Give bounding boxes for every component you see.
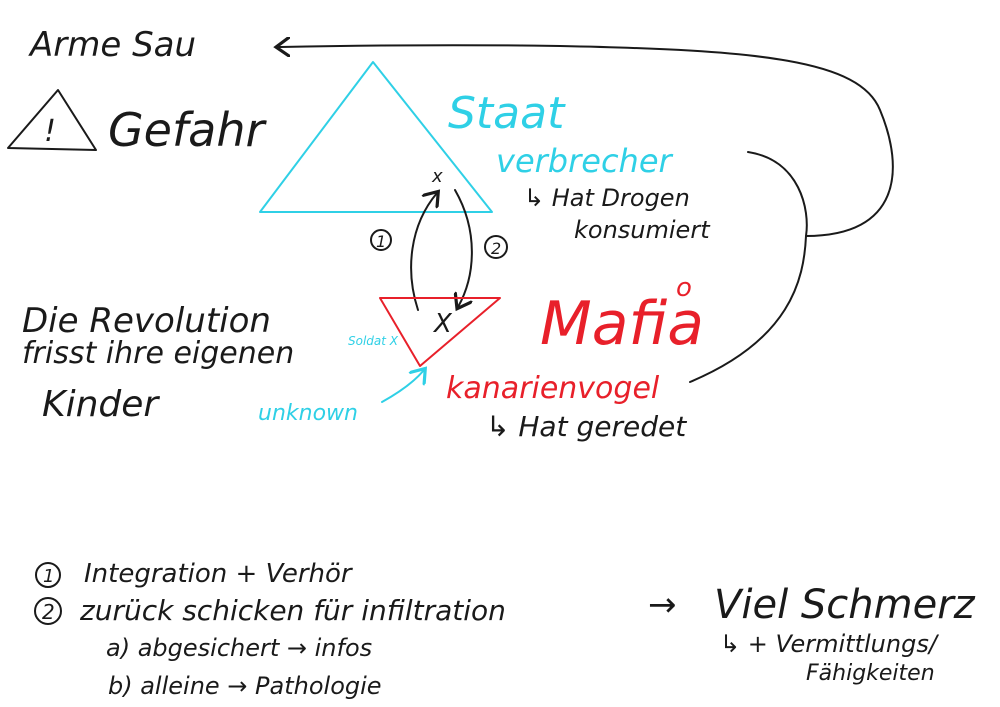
note-2-result-sub2: Fähigkeiten <box>806 661 935 686</box>
marker-2-number: 2 <box>491 239 501 258</box>
note-2-result-sub1: ↳ + Vermittlungs/ <box>720 630 940 658</box>
verbrecher-label: verbrecher <box>496 142 674 180</box>
note-2b: b) alleine → Pathologie <box>108 672 382 700</box>
mafia-triangle <box>379 297 501 367</box>
note-2-text: zurück schicken für infiltration <box>79 594 506 627</box>
revolution-line3: Kinder <box>42 384 160 425</box>
mafia-x-mark: X <box>432 309 453 339</box>
marker-1: 1 <box>370 229 392 251</box>
staat-triangle <box>259 61 493 213</box>
revolution-line1: Die Revolution <box>22 301 271 341</box>
soldat-label: Soldat X <box>348 334 399 348</box>
marker-2: 2 <box>484 235 508 259</box>
kanarienvogel-label: kanarienvogel <box>446 371 660 406</box>
staat-x-mark: x <box>431 166 443 187</box>
note-2-number: 2 <box>42 600 55 624</box>
unknown-label: unknown <box>258 401 358 426</box>
note-1: 1 Integration + Verhör <box>35 559 354 589</box>
drogen-line1: ↳ Hat Drogen <box>524 184 690 212</box>
note-2a: a) abgesichert → infos <box>106 634 372 662</box>
right-bracket <box>689 151 808 383</box>
return-arrow <box>278 45 894 237</box>
note-2: 2 zurück schicken für infiltration → Vie… <box>34 582 976 700</box>
arme-sau-label: Arme Sau <box>28 25 196 65</box>
geredet-label: ↳ Hat geredet <box>486 410 687 443</box>
note-1-number: 1 <box>43 566 54 587</box>
unknown-arrow <box>381 370 424 403</box>
arrow-1 <box>410 193 437 311</box>
mafia-label-extra: o <box>676 273 692 303</box>
revolution-line2: frisst ihre eigenen <box>22 336 294 371</box>
warning-triangle-icon: ! <box>7 89 97 151</box>
gefahr-label: Gefahr <box>108 103 267 157</box>
note-2-result: Viel Schmerz <box>714 582 976 628</box>
marker-1-number: 1 <box>376 232 386 251</box>
arrow-2 <box>455 189 473 307</box>
mafia-label: Mafia <box>540 289 704 359</box>
staat-label: Staat <box>448 88 566 139</box>
note-1-text: Integration + Verhör <box>84 559 354 589</box>
note-2-arrow: → <box>648 585 677 625</box>
drogen-line2: konsumiert <box>574 216 711 244</box>
warning-mark: ! <box>44 114 56 149</box>
